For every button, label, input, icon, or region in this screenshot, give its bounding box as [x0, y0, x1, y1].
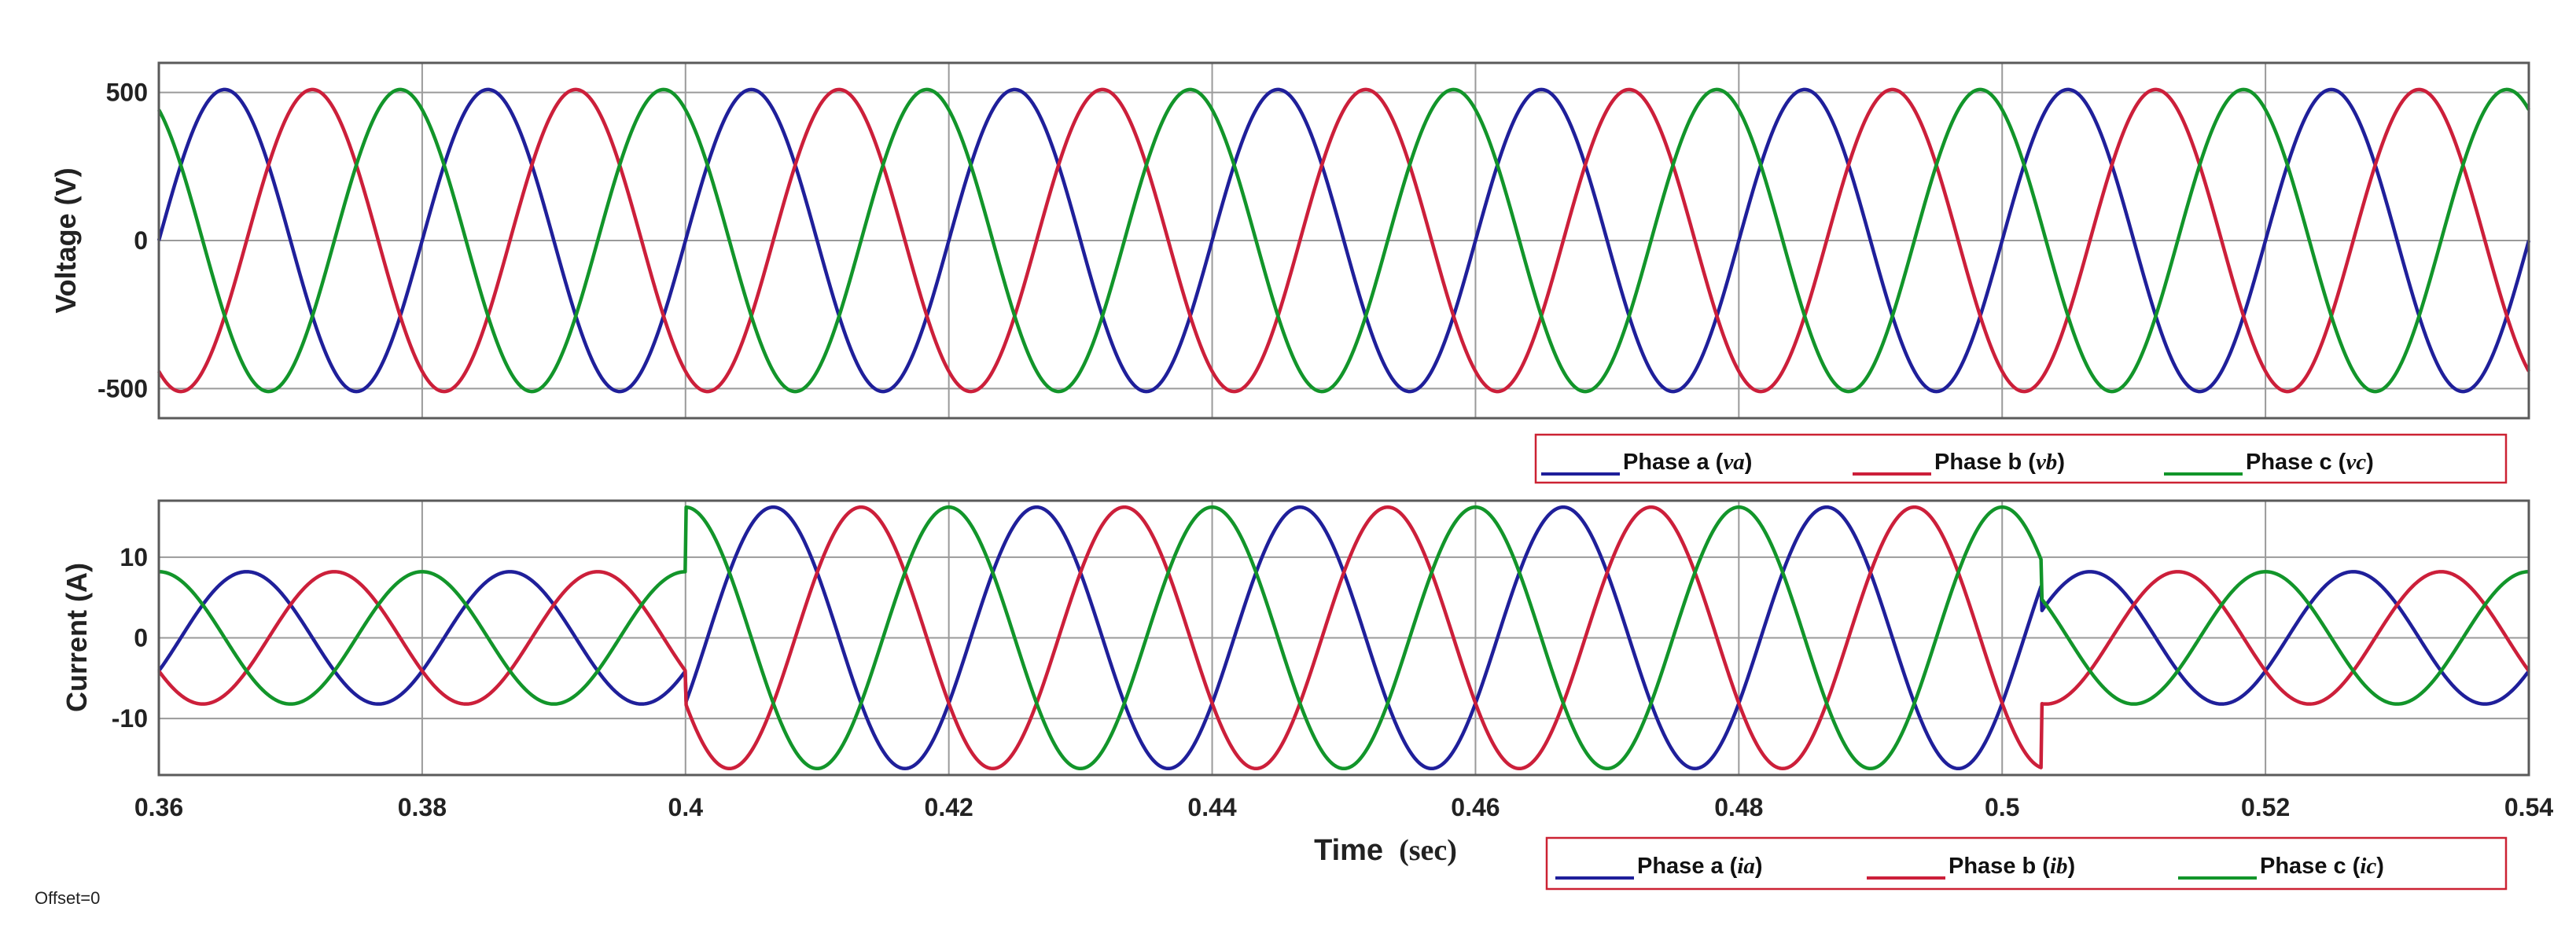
svg-text:Phase a (va): Phase a (va)	[1623, 450, 1752, 475]
voltage-y-tick-label: 500	[106, 79, 148, 107]
voltage-legend-item-vc: Phase c (vc)	[2164, 450, 2374, 476]
x-tick-label: 0.4	[668, 793, 704, 821]
svg-text:Phase c (vc): Phase c (vc)	[2246, 450, 2374, 475]
voltage-legend-label: Phase a (	[1623, 450, 1724, 475]
current-legend-label: Phase c (	[2260, 854, 2361, 879]
x-tick-label: 0.54	[2504, 793, 2553, 821]
voltage-plot-frame	[157, 61, 2530, 420]
voltage-series-vc-line	[157, 87, 2530, 394]
x-axis-label: Time (sec)	[1314, 834, 1457, 867]
voltage-legend-symbol: vb	[2036, 450, 2057, 475]
current-grid	[159, 501, 2529, 775]
current-legend-symbol: ic	[2360, 854, 2376, 879]
x-tick-label: 0.48	[1714, 793, 1763, 821]
voltage-legend-label: Phase b (	[1934, 450, 2036, 475]
x-tick-labels: 0.36 0.38 0.4 0.42 0.44 0.46 0.48 0.5 0.52 0.54	[134, 793, 2553, 821]
current-legend: Phase a (ia) Phase b (ib) Phase c (ic)	[1545, 836, 2508, 891]
x-tick-label: 0.5	[1985, 793, 2019, 821]
x-tick-label: 0.36	[134, 793, 183, 821]
x-axis-label-text: Time	[1314, 834, 1383, 867]
current-legend-box	[1545, 836, 2508, 891]
voltage-legend: Phase a (va) Phase b (vb) Phase c (vc)	[1534, 433, 2508, 484]
voltage-y-tick-label: 0	[134, 226, 148, 255]
current-y-tick-labels: -10 0 10	[112, 543, 148, 733]
current-legend-item-ia: Phase a (ia)	[1555, 854, 1763, 880]
voltage-y-axis-label: Voltage (V)	[50, 167, 82, 313]
voltage-series-vb-line	[157, 87, 2530, 394]
svg-text:Phase b (vb): Phase b (vb)	[1934, 450, 2065, 475]
voltage-series-lines	[156, 87, 2531, 394]
current-series-lines	[157, 505, 2530, 771]
current-series-ic-line	[158, 505, 2530, 771]
voltage-legend-symbol: va	[1723, 450, 1744, 475]
voltage-series-va-line	[156, 87, 2531, 394]
svg-text:Time (sec): Time (sec)	[1314, 834, 1457, 867]
x-tick-label: 0.44	[1187, 793, 1236, 821]
voltage-legend-label: Phase c (	[2246, 450, 2346, 475]
svg-text:Phase a (ia): Phase a (ia)	[1637, 854, 1763, 879]
voltage-legend-item-vb: Phase b (vb)	[1853, 450, 2065, 476]
current-legend-label: Phase b (	[1949, 854, 2050, 879]
voltage-y-tick-label: -500	[98, 374, 148, 402]
current-y-tick-label: 0	[134, 624, 148, 652]
current-legend-label: Phase a (	[1637, 854, 1738, 879]
x-axis-label-unit: (sec)	[1399, 834, 1457, 867]
voltage-plot: -500 0 500 Voltage (V)	[50, 61, 2531, 420]
svg-text:Phase b (ib): Phase b (ib)	[1949, 854, 2075, 879]
current-series-ib-line	[157, 505, 2530, 771]
offset-label: Offset=0	[35, 888, 100, 908]
current-plot: -10 0 10 0.36 0.38 0.4 0.42 0.44 0.46 0.48 0.5 0.5…	[61, 499, 2553, 821]
voltage-legend-item-va: Phase a (va)	[1541, 450, 1752, 476]
current-legend-item-ic: Phase c (ic)	[2178, 854, 2384, 880]
svg-text:Phase c (ic): Phase c (ic)	[2260, 854, 2384, 879]
current-y-tick-label: -10	[112, 704, 148, 733]
current-y-tick-label: 10	[120, 543, 148, 571]
x-tick-label: 0.46	[1451, 793, 1500, 821]
current-legend-item-ib: Phase b (ib)	[1867, 854, 2075, 880]
current-legend-symbol: ib	[2050, 854, 2068, 879]
voltage-legend-symbol: vc	[2346, 450, 2366, 475]
current-plot-frame	[157, 499, 2530, 777]
voltage-legend-box	[1534, 433, 2508, 484]
x-tick-label: 0.42	[925, 793, 973, 821]
current-legend-symbol: ia	[1737, 854, 1755, 879]
current-y-axis-label: Current (A)	[61, 563, 93, 712]
voltage-y-tick-labels: -500 0 500	[98, 79, 148, 403]
x-tick-label: 0.38	[398, 793, 447, 821]
x-tick-label: 0.52	[2241, 793, 2290, 821]
